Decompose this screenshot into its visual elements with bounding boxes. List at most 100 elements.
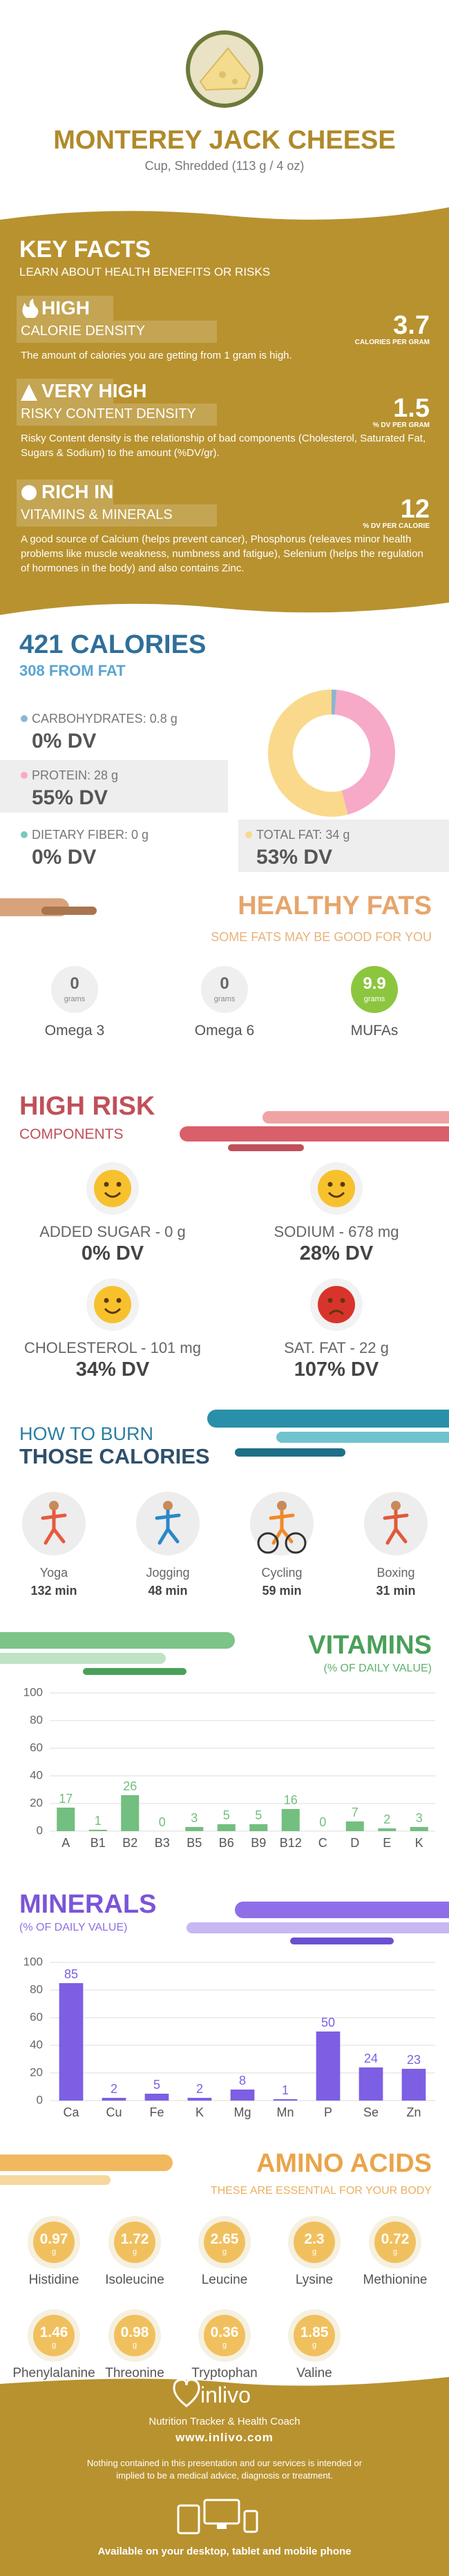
activity-head (49, 1501, 59, 1510)
page-title: MONTEREY JACK CHEESE (53, 126, 396, 155)
amino-unit: g (51, 2341, 57, 2349)
risk-dv: 34% DV (75, 1358, 150, 1381)
donut-slice (332, 690, 337, 715)
legend-swatch (21, 715, 28, 722)
activity-time: 59 min (262, 1584, 302, 1598)
activity-time: 132 min (30, 1584, 77, 1598)
fact-unit: % DV PER CALORIE (363, 522, 430, 530)
footer-brand: inlivo (200, 2383, 251, 2407)
label-band (17, 404, 217, 426)
footer-bg (0, 2377, 449, 2576)
footer-tagline: Nutrition Tracker & Health Coach (149, 2416, 300, 2427)
fat-name: Omega 3 (44, 1023, 105, 1039)
face-eye (327, 1298, 333, 1303)
bar-value-label: 26 (123, 1779, 137, 1793)
activity-time: 48 min (148, 1584, 188, 1598)
bar (59, 1983, 84, 2101)
icon-warning (21, 384, 37, 401)
bar (359, 2067, 383, 2101)
x-tick-label: B3 (155, 1836, 170, 1850)
amino-unit: g (312, 2341, 317, 2349)
decor-pill (41, 907, 97, 915)
bar (217, 1824, 236, 1831)
bar (273, 2099, 298, 2101)
x-tick-label: Ca (63, 2105, 79, 2119)
amino-value: 0.72 (381, 2231, 410, 2247)
y-tick-label: 60 (30, 1741, 43, 1754)
activity-figure (155, 1509, 181, 1545)
fact-label: VITAMINS & MINERALS (21, 507, 173, 522)
decor-pill (187, 1922, 449, 1933)
risk-label: SODIUM - 678 mg (274, 1223, 399, 1240)
amino-circle (33, 2315, 75, 2356)
risk-face (318, 1286, 355, 1323)
device-phone (243, 2510, 258, 2533)
x-tick-label: B12 (280, 1836, 302, 1850)
amino-name: Histidine (28, 2273, 79, 2287)
activity-head (163, 1501, 173, 1510)
fact-value: 1.5 (393, 394, 430, 423)
footer-availability: Available on your desktop, tablet and mo… (97, 2546, 352, 2557)
bar-value-label: 17 (59, 1792, 73, 1806)
amino-circle (374, 2222, 416, 2263)
x-tick-label: B1 (90, 1836, 106, 1850)
amino-value: 0.97 (39, 2231, 68, 2247)
bar-value-label: 5 (223, 1808, 230, 1822)
fat-name: Omega 6 (194, 1023, 255, 1039)
legend-swatch (245, 831, 252, 838)
row-band (0, 760, 228, 813)
fact-label: CALORIE DENSITY (21, 323, 146, 339)
x-tick-label: B5 (187, 1836, 202, 1850)
amino-unit: g (222, 2341, 227, 2349)
cheese-hole (232, 79, 238, 84)
activity-head (391, 1501, 401, 1510)
face-eye (340, 1298, 345, 1303)
bar-value-label: 0 (159, 1815, 166, 1829)
section-title: KEY FACTS (19, 236, 151, 263)
bar (401, 2069, 426, 2101)
x-tick-label: K (415, 1836, 423, 1850)
decor-pill (276, 1432, 449, 1443)
amino-name: Threonine (105, 2366, 164, 2380)
calories-title: 421 CALORIES (19, 630, 207, 659)
amino-circle (204, 2315, 245, 2356)
label-band (17, 504, 217, 527)
footer-url: www.inlivo.com (175, 2431, 274, 2444)
fat-unit: grams (213, 995, 236, 1003)
footer-disclaimer: Nothing contained in this presentation a… (86, 2458, 363, 2481)
risk-label: CHOLESTEROL - 101 mg (24, 1339, 201, 1356)
y-tick-label: 100 (23, 1955, 43, 1968)
risk-face (94, 1170, 131, 1207)
x-tick-label: Fe (149, 2105, 164, 2119)
section-subtitle: THOSE CALORIES (19, 1444, 210, 1468)
bar (88, 1830, 107, 1831)
fact-description: A good source of Calcium (helps prevent … (21, 533, 423, 574)
label-band (17, 321, 217, 343)
decor-pill (235, 1448, 345, 1457)
chart-title: VITAMINS (308, 1631, 432, 1660)
x-tick-label: C (318, 1836, 327, 1850)
fat-circle (351, 966, 398, 1013)
fact-level: VERY HIGH (41, 380, 147, 401)
bar-value-label: 0 (319, 1815, 326, 1829)
bar-value-label: 50 (321, 2016, 335, 2029)
risk-dv: 0% DV (81, 1242, 144, 1265)
fact-level: RICH IN (41, 481, 114, 502)
amino-unit: g (392, 2248, 398, 2256)
x-tick-label: Cu (106, 2105, 122, 2119)
amino-name: Isoleucine (105, 2273, 164, 2287)
face-mouth (327, 1191, 345, 1198)
amino-unit: g (222, 2248, 227, 2256)
bar (121, 1795, 140, 1831)
amino-name: Phenylalanine (12, 2366, 95, 2380)
x-tick-label: Mg (233, 2105, 251, 2119)
bar (185, 1827, 204, 1831)
daily-value: 53% DV (256, 846, 333, 869)
decor-pill (0, 1632, 235, 1649)
amino-circle (33, 2222, 75, 2263)
decor-pill (0, 2154, 173, 2171)
activity-figure (41, 1509, 67, 1545)
decor-pill (228, 1144, 304, 1151)
